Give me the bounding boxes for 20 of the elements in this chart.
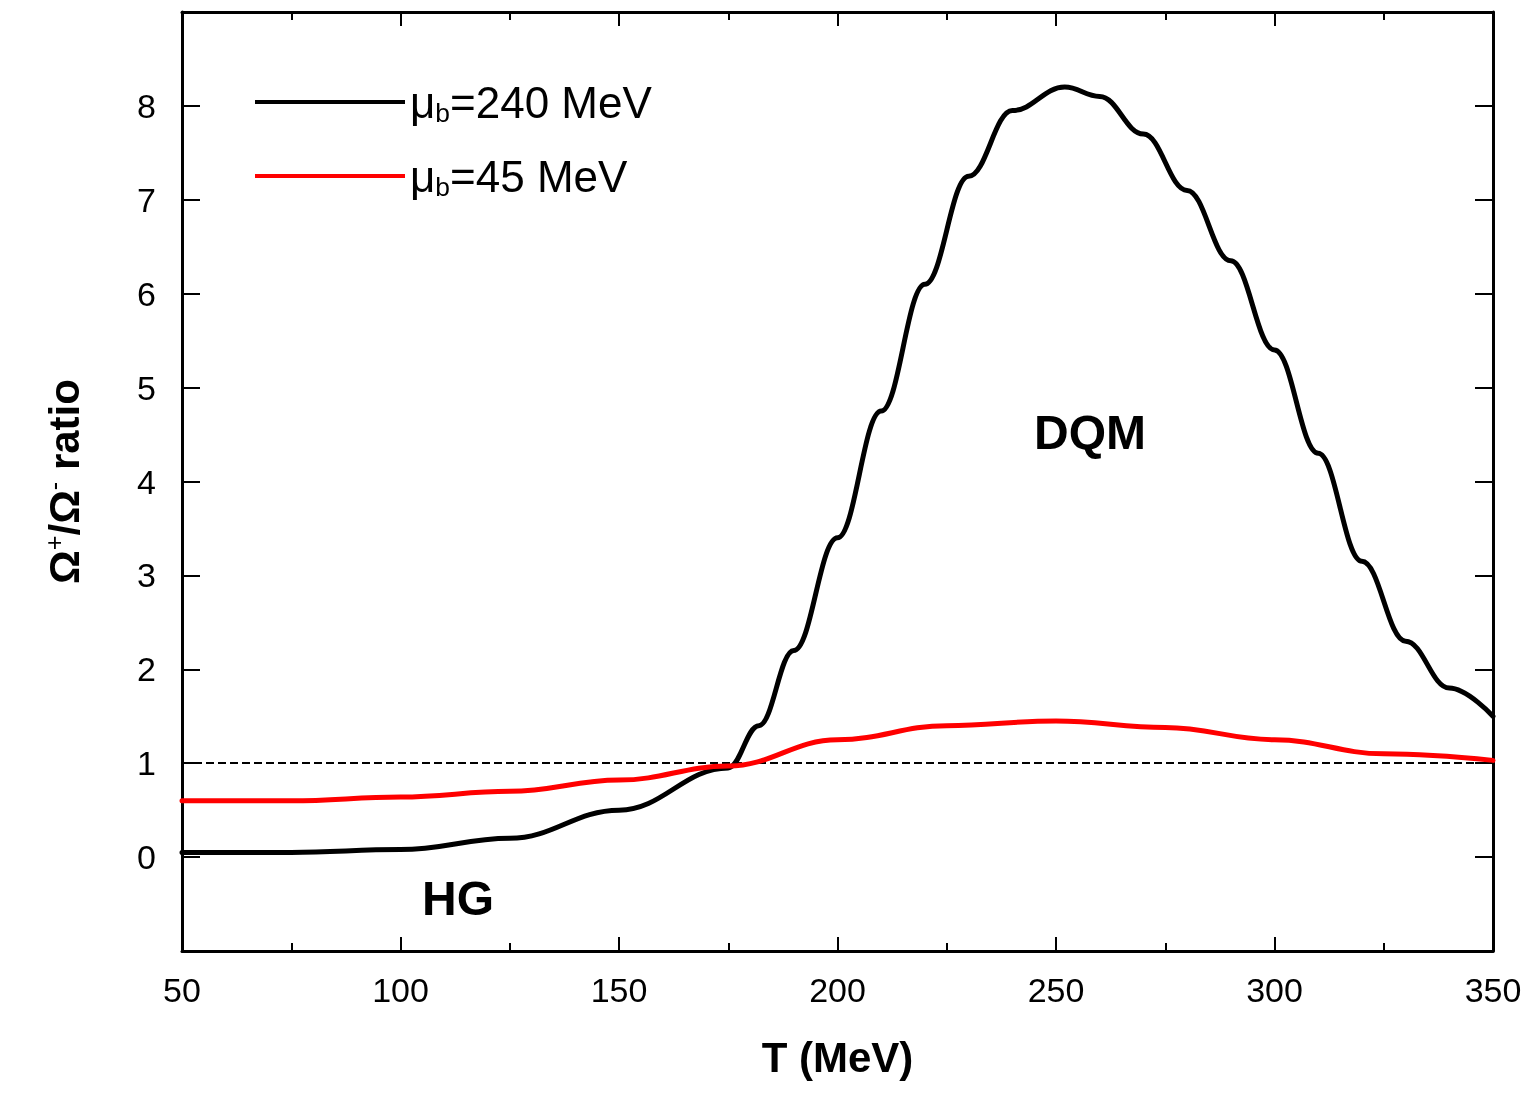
x-tick-label: 100 (372, 971, 429, 1009)
annotation: DQM (1034, 405, 1146, 459)
y-axis-title: Ω+/Ω- ratio (39, 379, 88, 584)
x-tick-label: 250 (1027, 971, 1085, 1009)
y-tick-label: 2 (137, 650, 156, 689)
x-tick-label: 200 (809, 971, 866, 1009)
x-tick-label: 150 (590, 971, 648, 1009)
y-tick-label: 8 (137, 86, 156, 125)
y-tick-label: 5 (137, 368, 156, 407)
y-tick-label: 7 (137, 180, 156, 219)
y-tick-label: 1 (137, 744, 156, 783)
x-tick-label: 300 (1246, 971, 1303, 1009)
y-tick-label: 0 (137, 838, 156, 877)
x-tick-label: 350 (1464, 971, 1522, 1009)
y-tick-label: 4 (137, 462, 156, 501)
y-tick-label: 3 (137, 556, 156, 595)
annotation: HG (422, 871, 494, 925)
x-tick-label: 50 (163, 971, 201, 1009)
x-axis-title: T (MeV) (761, 1033, 914, 1081)
y-tick-label: 6 (137, 274, 156, 313)
